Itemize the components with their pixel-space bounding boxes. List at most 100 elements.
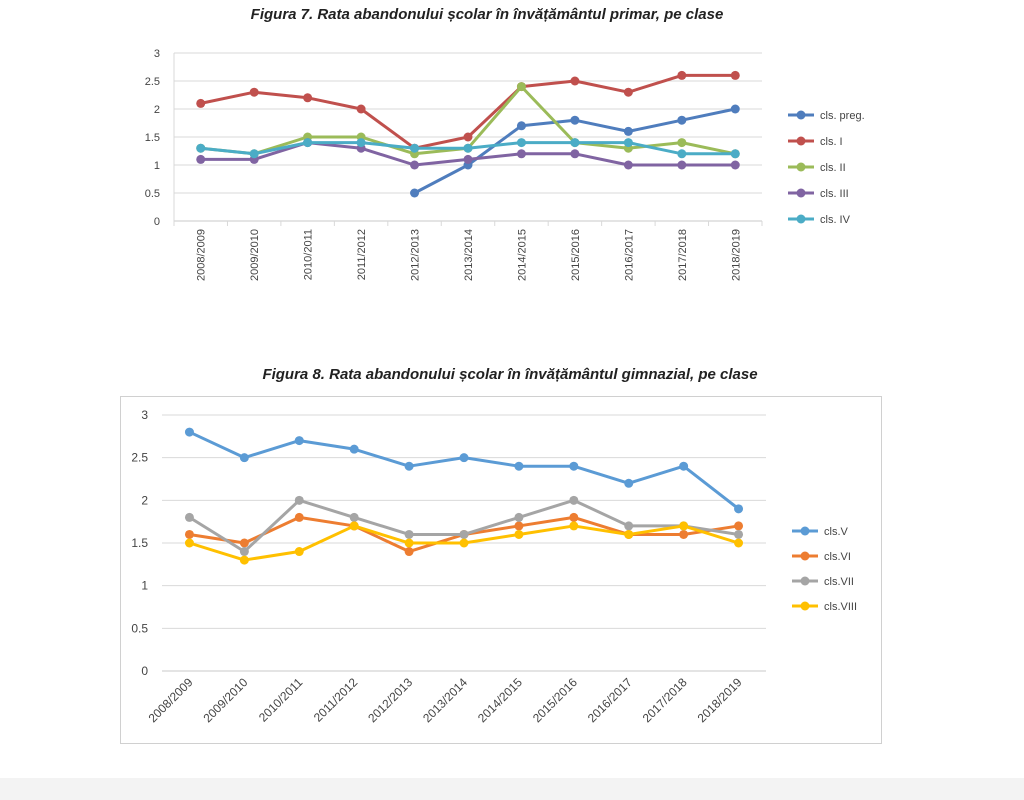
data-point: [410, 188, 420, 198]
data-point: [249, 149, 259, 159]
data-point: [730, 149, 740, 159]
data-point: [677, 160, 687, 170]
data-point: [356, 138, 366, 148]
data-point: [294, 495, 304, 505]
data-point: [303, 138, 313, 148]
x-tick-label: 2015/2016: [530, 675, 580, 725]
data-point: [303, 93, 313, 103]
data-point: [734, 521, 744, 531]
data-point: [463, 143, 473, 153]
data-point: [294, 547, 304, 557]
data-point: [404, 529, 414, 539]
data-point: [569, 521, 579, 531]
data-point: [623, 87, 633, 97]
data-point: [404, 538, 414, 548]
x-tick-label: 2018/2019: [695, 675, 745, 725]
x-tick-label: 2012/2013: [365, 675, 415, 725]
x-tick-label: 2012/2013: [410, 229, 422, 281]
x-tick-label: 2017/2018: [677, 229, 689, 281]
data-point: [349, 444, 359, 454]
data-point: [623, 138, 633, 148]
legend-marker: [796, 136, 806, 146]
data-point: [570, 115, 580, 125]
legend-marker: [800, 601, 810, 611]
x-tick-label: 2016/2017: [623, 229, 635, 281]
data-point: [404, 547, 414, 557]
data-point: [514, 461, 524, 471]
data-point: [516, 121, 526, 131]
legend-label: cls. preg.: [820, 110, 865, 122]
data-point: [463, 154, 473, 164]
y-tick-label: 1: [154, 160, 160, 172]
x-tick-label: 2018/2019: [730, 229, 742, 281]
y-tick-label: 1.5: [145, 132, 160, 144]
x-tick-label: 2008/2009: [146, 675, 196, 725]
legend-label: cls.VII: [824, 576, 854, 588]
data-point: [356, 104, 366, 114]
data-point: [239, 547, 249, 557]
figure-7-title: Figura 7. Rata abandonului școlar în înv…: [250, 6, 724, 23]
legend-label: cls.V: [824, 526, 849, 538]
data-point: [239, 538, 249, 548]
data-point: [349, 512, 359, 522]
data-point: [623, 126, 633, 136]
data-point: [184, 512, 194, 522]
data-point: [459, 453, 469, 463]
data-point: [459, 529, 469, 539]
legend-marker: [800, 526, 810, 536]
data-point: [677, 149, 687, 159]
y-tick-label: 2.5: [131, 451, 148, 465]
data-point: [679, 461, 689, 471]
legend-marker: [800, 576, 810, 586]
data-point: [569, 495, 579, 505]
x-tick-label: 2010/2011: [256, 675, 306, 725]
x-tick-label: 2013/2014: [463, 229, 475, 281]
data-point: [514, 521, 524, 531]
data-point: [624, 478, 634, 488]
data-point: [624, 529, 634, 539]
data-point: [516, 82, 526, 92]
data-point: [184, 427, 194, 437]
y-tick-label: 2: [154, 104, 160, 116]
data-point: [514, 512, 524, 522]
legend-marker: [796, 214, 806, 224]
data-point: [570, 76, 580, 86]
y-tick-label: 0: [141, 664, 148, 678]
legend-label: cls. II: [820, 162, 846, 174]
y-tick-label: 1.5: [131, 536, 148, 550]
x-tick-label: 2009/2010: [249, 229, 261, 281]
figure-8-title: Figura 8. Rata abandonului școlar în înv…: [262, 366, 758, 383]
data-point: [730, 104, 740, 114]
legend-label: cls.VI: [824, 551, 851, 563]
x-tick-label: 2017/2018: [640, 675, 690, 725]
data-point: [184, 538, 194, 548]
data-point: [184, 529, 194, 539]
data-point: [516, 149, 526, 159]
legend-marker: [800, 551, 810, 561]
y-tick-label: 0: [154, 216, 160, 228]
data-point: [730, 160, 740, 170]
data-point: [239, 555, 249, 565]
page-bottom-strip: [0, 778, 1024, 800]
legend-marker: [796, 110, 806, 120]
data-point: [516, 138, 526, 148]
data-point: [196, 98, 206, 108]
y-tick-label: 0.5: [145, 188, 160, 200]
data-point: [734, 504, 744, 514]
data-point: [677, 70, 687, 80]
x-tick-label: 2008/2009: [196, 229, 208, 281]
data-point: [239, 453, 249, 463]
data-point: [196, 154, 206, 164]
x-tick-label: 2014/2015: [516, 229, 528, 281]
data-point: [569, 512, 579, 522]
x-tick-label: 2015/2016: [570, 229, 582, 281]
y-tick-label: 3: [141, 408, 148, 422]
figure-8-chart-frame: [120, 396, 882, 744]
x-tick-label: 2010/2011: [303, 229, 315, 280]
data-point: [677, 115, 687, 125]
data-point: [679, 521, 689, 531]
x-tick-label: 2013/2014: [420, 675, 470, 725]
data-point: [410, 143, 420, 153]
